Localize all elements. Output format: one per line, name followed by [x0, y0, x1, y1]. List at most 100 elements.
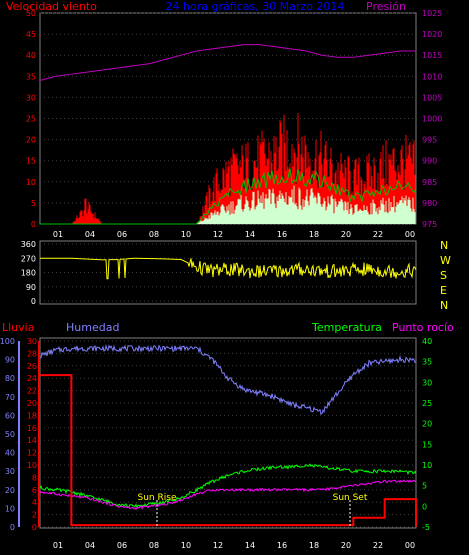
rain-axis-bar: [38, 341, 40, 527]
humidity-tick-label: 90: [5, 356, 15, 365]
time-tick-label: 08: [149, 541, 159, 550]
time-tick-label: 00: [405, 230, 415, 239]
pressure-tick-label: 995: [422, 136, 437, 145]
rain-line: [40, 374, 417, 527]
time-tick-label: 04: [85, 230, 95, 239]
dewpoint-line: [39, 479, 417, 511]
rain-tick-label: 12: [27, 449, 37, 458]
direction-tick-label: 360: [21, 240, 36, 249]
time-tick-label: 16: [277, 541, 287, 550]
pressure-label: Presión: [366, 0, 406, 13]
wind-tick-label: 0: [31, 220, 36, 229]
wind-calm-spikes: [197, 185, 416, 224]
wind-tick-label: 35: [26, 72, 36, 81]
humidity-tick-label: 50: [5, 430, 15, 439]
time-tick-label: 20: [341, 541, 351, 550]
wind-tick-label: 50: [26, 9, 36, 18]
temperature-tick-label: 40: [422, 337, 432, 346]
humidity-label: Humedad: [66, 321, 119, 334]
rain-tick-label: 16: [27, 424, 37, 433]
wind-speed-label: Velocidad viento: [6, 0, 97, 13]
pressure-tick-label: 1005: [422, 93, 442, 102]
humidity-tick-label: 100: [0, 337, 15, 346]
time-tick-label: 20: [341, 230, 351, 239]
temperature-tick-label: 25: [422, 399, 432, 408]
time-tick-label: 00: [405, 541, 415, 550]
rain-tick-label: 0: [32, 523, 37, 532]
time-tick-label: 12: [213, 230, 223, 239]
time-tick-label: 18: [309, 541, 319, 550]
temperature-tick-label: 35: [422, 358, 432, 367]
time-tick-label: 04: [85, 541, 95, 550]
temperature-tick-label: 15: [422, 440, 432, 449]
temperature-tick-label: 5: [422, 482, 427, 491]
pressure-tick-label: 1020: [422, 30, 442, 39]
sunset-label: Sun Set: [333, 493, 368, 503]
wind-tick-label: 30: [26, 93, 36, 102]
humidity-tick-label: 40: [5, 449, 15, 458]
wind-tick-label: 40: [26, 51, 36, 60]
wind-tick-label: 15: [26, 157, 36, 166]
rain-label: Lluvia: [2, 321, 34, 334]
rain-tick-label: 14: [27, 436, 37, 445]
rain-tick-label: 20: [27, 399, 37, 408]
humidity-tick-label: 20: [5, 486, 15, 495]
temperature-line: [39, 463, 417, 509]
wind-mean-line: [40, 167, 417, 225]
temperature-tick-label: 0: [422, 502, 427, 511]
time-tick-label: 06: [117, 541, 127, 550]
humidity-tick-label: 30: [5, 467, 15, 476]
humidity-tick-label: 70: [5, 393, 15, 402]
pressure-line: [39, 44, 416, 82]
direction-tick-label: 270: [21, 254, 36, 263]
direction-line: [40, 257, 417, 280]
direction-tick-label: 90: [26, 283, 36, 292]
pressure-tick-label: 975: [422, 220, 437, 229]
rain-tick-label: 30: [27, 337, 37, 346]
time-tick-label: 18: [309, 230, 319, 239]
direction-tick-label: 0: [31, 297, 36, 306]
humidity-tick-label: 60: [5, 411, 15, 420]
time-tick-label: 12: [213, 541, 223, 550]
time-tick-label: 06: [117, 230, 127, 239]
pressure-tick-label: 1010: [422, 72, 442, 81]
rain-tick-label: 8: [32, 473, 37, 482]
pressure-tick-label: 990: [422, 157, 437, 166]
compass-letter: W: [440, 254, 451, 267]
direction-tick-label: 180: [21, 269, 36, 278]
sunrise-label: Sun Rise: [138, 493, 177, 503]
time-tick-label: 14: [245, 230, 255, 239]
rain-tick-label: 10: [27, 461, 37, 470]
compass-letter: S: [440, 269, 447, 282]
rain-tick-label: 2: [32, 511, 37, 520]
dewpoint-label: Punto rocío: [392, 321, 454, 334]
pressure-tick-label: 1000: [422, 115, 442, 124]
time-tick-label: 10: [181, 230, 191, 239]
pressure-tick-label: 1015: [422, 51, 442, 60]
humidity-line: [39, 343, 417, 415]
time-tick-label: 01: [53, 541, 63, 550]
temperature-label: Temperatura: [311, 321, 382, 334]
rain-tick-label: 6: [32, 486, 37, 495]
wind-calm-area: [197, 185, 416, 224]
humidity-tick-label: 80: [5, 374, 15, 383]
wind-tick-label: 45: [26, 30, 36, 39]
rain-tick-label: 22: [27, 387, 37, 396]
wind-tick-label: 10: [26, 178, 36, 187]
pressure-tick-label: 985: [422, 178, 437, 187]
humidity-tick-label: 10: [5, 504, 15, 513]
temperature-tick-label: -5: [422, 523, 430, 532]
rain-tick-label: 24: [27, 374, 37, 383]
time-tick-label: 10: [181, 541, 191, 550]
wind-tick-label: 5: [31, 199, 36, 208]
rain-tick-label: 28: [27, 349, 37, 358]
time-tick-label: 01: [53, 230, 63, 239]
rain-tick-label: 26: [27, 362, 37, 371]
compass-letter: E: [440, 284, 447, 297]
temperature-tick-label: 10: [422, 461, 432, 470]
wind-tick-label: 20: [26, 136, 36, 145]
humidity-tick-label: 0: [10, 523, 15, 532]
